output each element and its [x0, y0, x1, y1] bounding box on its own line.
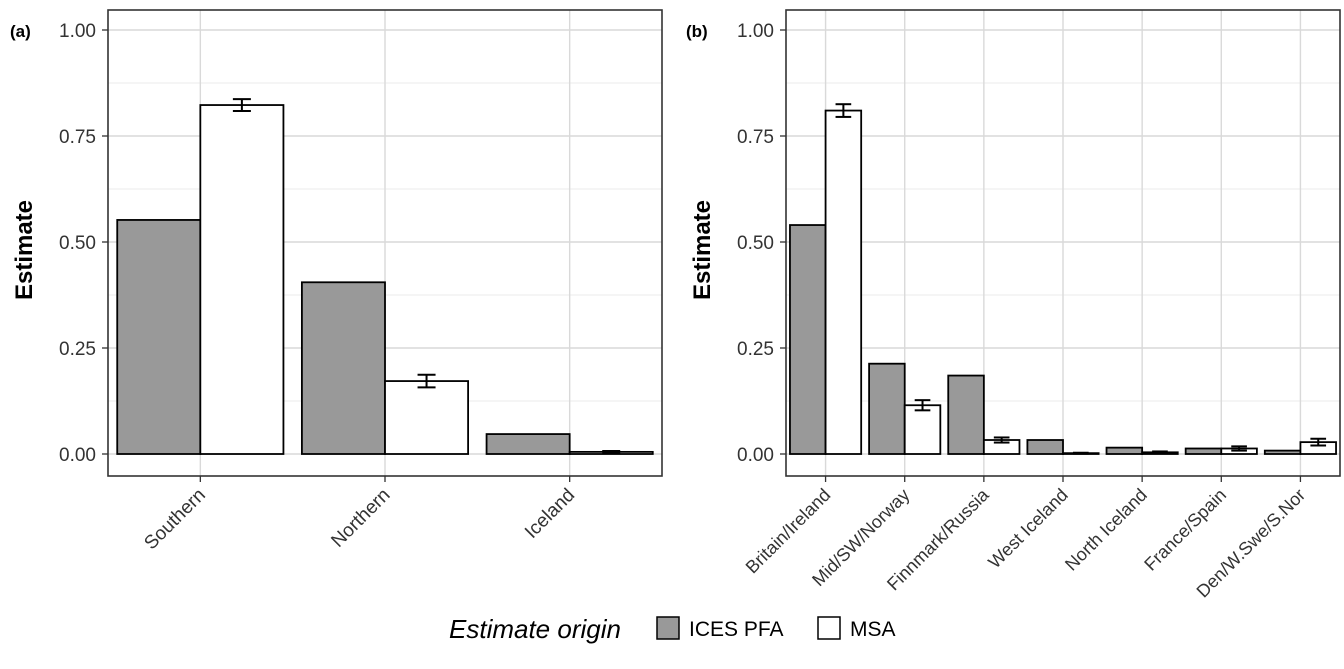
panel-label: (a)	[10, 22, 31, 41]
y-tick-label: 0.50	[737, 233, 774, 254]
y-tick-label: 0.25	[737, 339, 774, 360]
legend-label-ices-pfa: ICES PFA	[689, 618, 784, 641]
bar-msa-britain-ireland	[824, 109, 863, 455]
y-axis-title: Estimate	[11, 200, 38, 300]
y-tick-label: 0.75	[737, 127, 774, 148]
x-tick-label-west-iceland: West Iceland	[984, 485, 1071, 572]
legend-label-msa: MSA	[850, 618, 896, 641]
panel-label: (b)	[686, 22, 708, 41]
y-tick-label: 0.25	[59, 339, 96, 360]
bar-ices-pfa-southern	[116, 219, 202, 455]
y-tick-label: 0.75	[59, 127, 96, 148]
bar-msa-southern	[199, 104, 285, 455]
x-tick-label-southern: Southern	[140, 485, 209, 554]
y-axis-title: Estimate	[689, 200, 716, 300]
y-tick-label: 1.00	[59, 21, 96, 42]
legend-swatch-msa	[817, 616, 841, 640]
y-tick-label: 1.00	[737, 21, 774, 42]
bar-ices-pfa-west-iceland	[1026, 439, 1064, 455]
bar-ices-pfa-britain-ireland	[789, 224, 827, 455]
legend-title: Estimate origin	[449, 614, 621, 644]
x-tick-label-northern: Northern	[327, 485, 394, 552]
bar-ices-pfa-finnmark-russia	[947, 374, 985, 455]
bar-ices-pfa-den-w-swe-s-nor	[1263, 449, 1302, 455]
bar-ices-pfa-iceland	[485, 433, 571, 455]
panel-a: 0.00 0.25 0.50 0.75 1.00 Southern Northern Icel…	[10, 9, 663, 554]
bar-ices-pfa-france-spain	[1184, 447, 1223, 455]
y-tick-label: 0.00	[59, 445, 96, 466]
x-tick-label-north-iceland: North Iceland	[1061, 485, 1151, 575]
legend-swatch-ices-pfa	[656, 616, 680, 640]
panel-b: 0.000.250.500.751.00Britain/IrelandMid/S…	[686, 9, 1341, 601]
y-tick-label: 0.50	[59, 233, 96, 254]
x-tick-label-iceland: Iceland	[521, 485, 579, 543]
bar-ices-pfa-north-iceland	[1105, 446, 1144, 455]
bar-msa-mid-sw-norway	[903, 404, 942, 455]
y-tick-label: 0.00	[737, 445, 774, 466]
bar-ices-pfa-northern	[300, 281, 386, 455]
legend: Estimate origin ICES PFA MSA	[449, 614, 896, 644]
bar-ices-pfa-mid-sw-norway	[868, 362, 906, 455]
bar-msa-northern	[384, 380, 469, 455]
x-tick-label-france-spain: France/Spain	[1140, 485, 1230, 575]
